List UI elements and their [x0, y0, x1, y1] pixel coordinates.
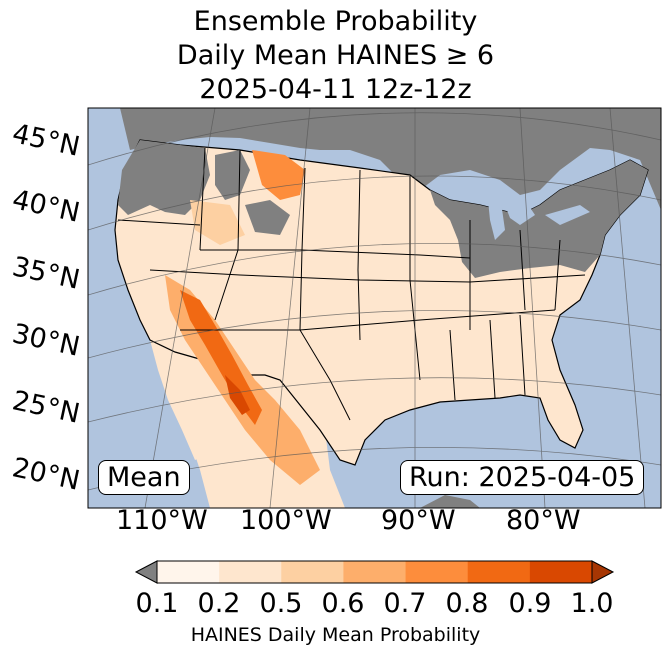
colorbar-tick: 0.2	[197, 588, 241, 619]
southwest-peak-prob	[225, 375, 250, 415]
great-lakes	[440, 175, 590, 240]
run-label: Run: 2025-04-05	[400, 460, 645, 495]
title-line-2: Daily Mean HAINES ≥ 6	[176, 40, 495, 71]
colorbar	[134, 560, 615, 584]
colorbar-segment	[157, 561, 220, 583]
idaho-mid-prob	[190, 200, 245, 245]
colorbar-tick: 0.6	[321, 588, 365, 619]
map-frame	[87, 107, 662, 509]
colorbar-over-arrow	[591, 560, 615, 584]
state-borders	[117, 147, 586, 421]
montana-no-data	[215, 150, 250, 200]
title-line-1: Ensemble Probability	[193, 6, 478, 37]
baja-land	[150, 340, 205, 460]
graticule	[88, 108, 661, 508]
title-line-3: 2025-04-11 12z-12z	[199, 74, 472, 105]
lon-label-90: 90°W	[381, 505, 456, 536]
canada-no-data	[120, 108, 661, 210]
colorbar-segment	[467, 561, 531, 583]
lon-label-80: 80°W	[506, 505, 581, 536]
colorbar-segment	[219, 561, 282, 583]
colorbar-tick: 1.0	[570, 588, 614, 619]
wyoming-no-data	[245, 200, 290, 235]
northwest-no-data	[118, 140, 210, 215]
montana-high-prob	[252, 150, 305, 200]
colorbar-segment	[343, 561, 407, 583]
colorbar-tick: 0.9	[508, 588, 552, 619]
lon-label-110: 110°W	[116, 505, 208, 536]
colorbar-under-arrow	[134, 560, 158, 584]
lon-label-100: 100°W	[240, 505, 332, 536]
yucatan-land	[420, 495, 480, 508]
map-panel	[88, 108, 661, 508]
colorbar-segment	[529, 561, 593, 583]
colorbar-segment	[281, 561, 344, 583]
colorbar-tick: 0.8	[445, 588, 489, 619]
colorbar-segment	[405, 561, 469, 583]
northeast-no-data	[430, 160, 648, 278]
colorbar-label: HAINES Daily Mean Probability	[190, 624, 481, 646]
colorbar-tick: 0.7	[383, 588, 427, 619]
colorbar-tick: 0.1	[135, 588, 179, 619]
southwest-higher-prob	[180, 290, 262, 425]
colorbar-frame	[156, 560, 593, 584]
stat-label: Mean	[98, 460, 190, 495]
colorbar-tick: 0.5	[259, 588, 303, 619]
